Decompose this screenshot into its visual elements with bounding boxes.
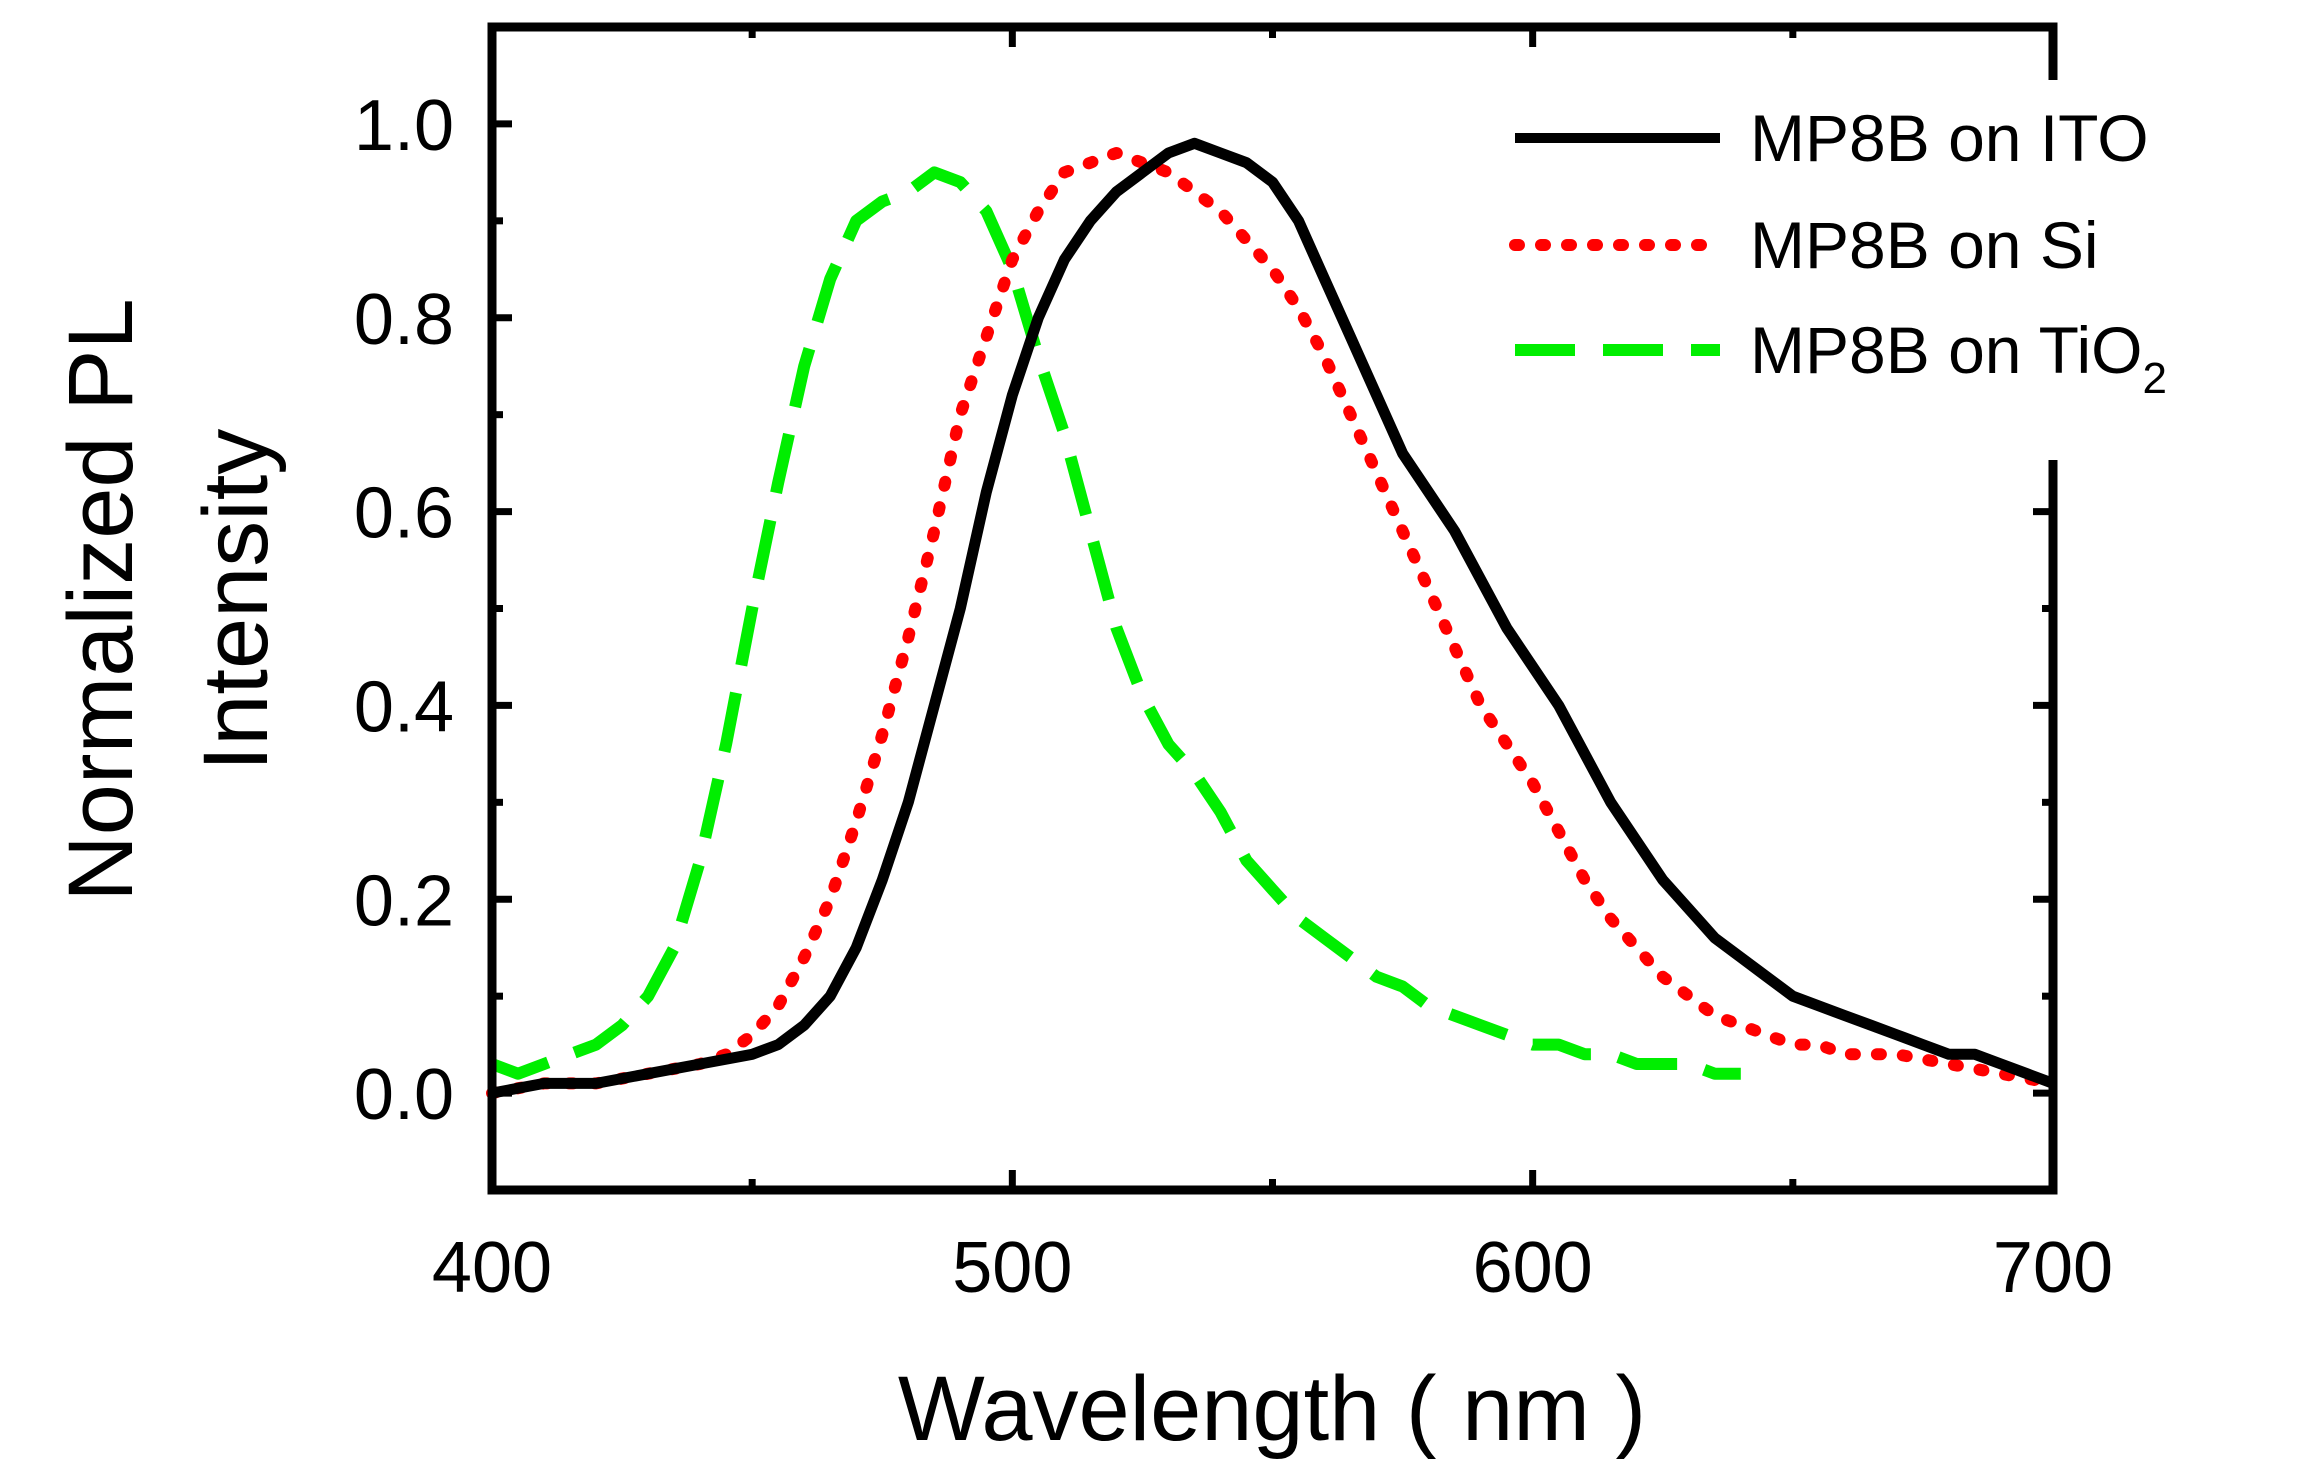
series-line-mp8b-on-si <box>486 147 2059 1100</box>
series-line-mp8b-on-tio2 <box>489 166 1741 1080</box>
y-tick-label: 0.4 <box>354 667 454 747</box>
y-axis-title-line2: Intensity <box>185 429 287 772</box>
x-tick-label: 500 <box>952 1228 1072 1308</box>
legend-background <box>1500 80 2290 460</box>
x-tick-label: 700 <box>1993 1228 2113 1308</box>
series-layer <box>486 137 2059 1100</box>
x-axis-title: Wavelength ( nm ) <box>898 1358 1646 1460</box>
x-tick-label: 400 <box>432 1228 552 1308</box>
x-tick-label: 600 <box>1473 1228 1593 1308</box>
legend-label-tio2-main: MP8B on TiO <box>1750 313 2143 387</box>
tick-layer: 400 500 600 700 0.0 0.2 0.4 0.6 0.8 1.0 <box>354 27 2113 1308</box>
legend-label-si: MP8B on Si <box>1750 208 2099 282</box>
y-tick-label: 1.0 <box>354 86 454 166</box>
y-axis-title-line1: Normalized PL <box>50 298 152 901</box>
y-tick-label: 0.2 <box>354 861 454 941</box>
y-tick-label: 0.8 <box>354 280 454 360</box>
legend: MP8B on ITO MP8B on Si MP8B on TiO2 <box>1500 80 2290 460</box>
y-tick-label: 0.0 <box>354 1055 454 1135</box>
series-line-mp8b-on-ito <box>490 137 2055 1099</box>
legend-label-tio2-subscript: 2 <box>2143 354 2167 403</box>
y-tick-label: 0.6 <box>354 474 454 554</box>
legend-label-ito: MP8B on ITO <box>1750 101 2149 175</box>
legend-label-tio2: MP8B on TiO2 <box>1750 313 2167 403</box>
